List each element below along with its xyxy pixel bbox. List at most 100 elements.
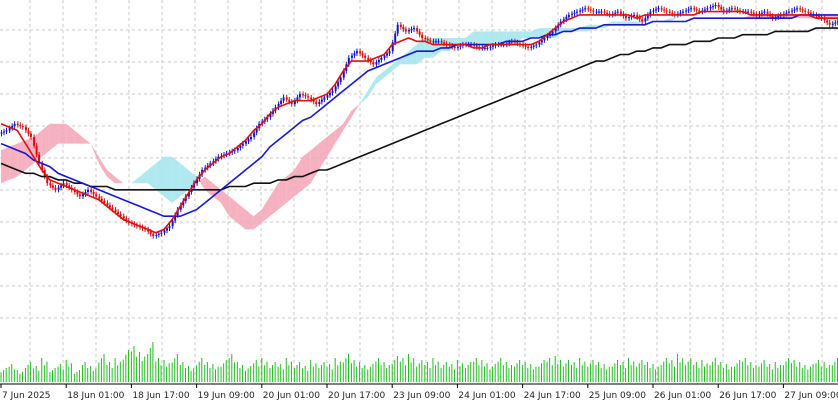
candle-body [84,192,87,195]
candle-body [693,8,696,10]
candle-body [771,16,774,19]
candle-body [410,29,413,31]
ma-fast-line [0,10,838,234]
candle-body [49,183,52,186]
candle-body [296,97,299,101]
candle-body [298,94,301,98]
candle-body [337,82,340,87]
candle-body [391,42,394,52]
cloud-segment [669,18,678,22]
x-tick-label: 7 Jun 2025 [2,391,50,401]
candle-body [367,57,370,60]
cloud-segment [465,31,474,45]
candle-body [87,189,89,192]
candle-body [793,9,796,11]
cloud-segment [335,123,344,144]
candle-body [791,10,794,12]
candle-body [655,9,657,11]
candle-body [54,187,57,190]
candle-body [33,137,36,146]
candle-body [364,55,367,58]
candle-body [98,196,101,199]
candle-body [11,126,14,129]
x-tick-label: 26 Jun 01:00 [654,391,711,401]
cloud-segment [41,123,50,157]
candle-body [339,77,342,82]
candle-body [628,17,631,19]
candle-body [377,60,380,63]
candle-body [562,19,565,22]
x-tick-label: 18 Jun 17:00 [132,391,189,401]
candle-body [657,8,660,10]
candle-body [76,192,79,195]
cloud-segment [384,64,393,78]
candle-body [27,130,30,134]
candle-body [796,8,799,10]
cloud-segment [82,137,91,144]
cloud-segment [408,44,417,65]
candle-body [209,163,212,166]
candle-body [147,229,150,232]
cloud-segment [17,140,26,177]
candle-body [90,189,93,192]
candle-body [804,10,807,12]
candle-body [456,46,459,48]
x-tick-label: 19 Jun 09:00 [198,391,255,401]
candle-body [106,203,109,206]
cloud-segment [245,209,254,230]
x-axis: 7 Jun 2025 18 Jun 01:00 18 Jun 17:00 19 Jun… [0,383,838,401]
candle-body [589,9,592,11]
candle-body [807,11,810,13]
candle-body [416,28,419,32]
candle-body [38,154,41,164]
cloud-segment [506,31,515,45]
cloud-segment [783,14,792,19]
cloud-segment [522,31,531,38]
candle-body [413,28,415,30]
candle-body [95,194,98,197]
candle-body [687,9,690,11]
candle-body [535,44,538,46]
ma-mid-line [0,14,838,217]
candle-body [323,97,326,100]
candle-body [432,41,435,43]
cloud-segment [359,90,368,104]
cloud-segment [237,203,246,230]
candle-body [695,9,698,11]
candle-body [421,34,424,38]
cloud-segment [530,28,539,38]
candle-body [644,18,647,22]
candle-body [3,131,5,133]
cloud-segment [473,31,482,45]
cloud-segment [98,156,107,177]
candle-body [174,215,177,221]
candle-body [269,113,272,118]
cloud-segment [490,31,499,45]
candle-body [619,11,622,14]
candle-body [709,7,712,9]
candle-body [527,46,530,48]
cloud-segment [278,176,287,210]
volume-histogram [0,342,838,382]
x-tick-label: 20 Jun 17:00 [328,391,385,401]
candle-body [489,46,492,48]
candle-body [5,130,8,132]
candle-body [399,24,402,27]
candle-body [818,16,820,18]
candle-body [508,42,511,44]
candle-body [706,8,709,10]
candle-body [679,12,682,14]
candle-body [241,143,244,146]
cloud-segment [661,18,670,22]
cloud-segment [563,28,572,32]
candle-body [334,86,337,91]
candle-body [329,93,331,96]
candle-body [690,8,693,10]
candle-body [29,133,32,137]
cloud-segment [612,21,621,25]
cloud-segment [392,57,401,71]
candle-body [152,233,155,236]
candle-body [312,99,315,102]
candle-body [836,21,838,23]
